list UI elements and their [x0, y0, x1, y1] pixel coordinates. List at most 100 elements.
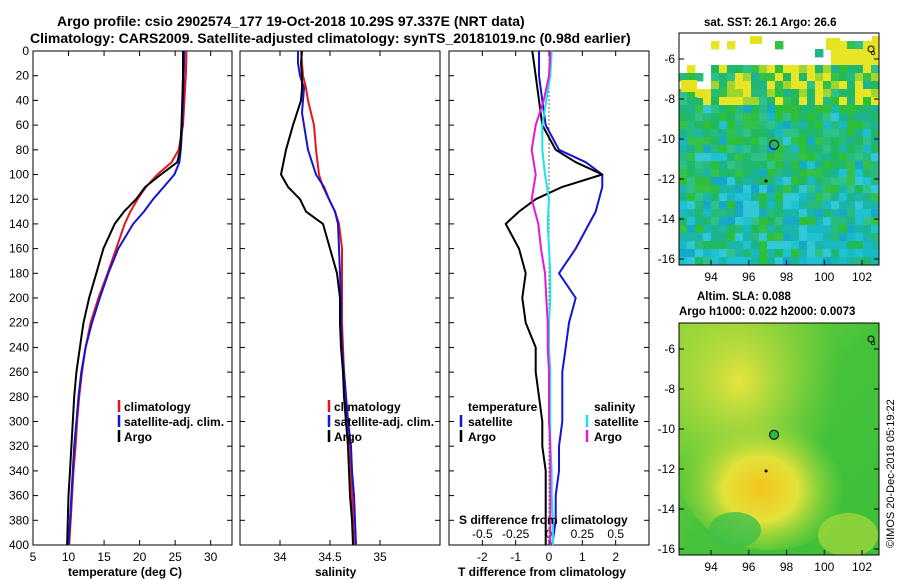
sst-cell — [815, 177, 824, 186]
sst-cell — [791, 177, 800, 186]
sst-cell — [679, 169, 688, 178]
sst-cell — [759, 105, 768, 114]
sst-cell — [807, 225, 816, 234]
sst-cell — [719, 65, 728, 74]
map-lat-label: -12 — [658, 172, 676, 186]
sst-cell — [815, 217, 824, 226]
sst-cell — [743, 233, 752, 242]
sst-cell — [855, 65, 864, 74]
sst-cell — [839, 161, 848, 170]
sst-warm-patch — [826, 38, 840, 50]
sst-cell — [759, 81, 768, 90]
sst-cell — [767, 121, 776, 130]
sst-cell — [855, 161, 864, 170]
sst-cell — [831, 169, 840, 178]
island-outline — [867, 335, 875, 343]
y-tick-label: 40 — [16, 93, 30, 107]
sst-cell — [695, 97, 704, 106]
sst-cell — [727, 97, 736, 106]
map-lat-label: -12 — [658, 462, 676, 476]
sst-cell — [855, 233, 864, 242]
sst-cell — [679, 177, 688, 186]
sst-cell — [703, 113, 712, 122]
sst-cell — [815, 65, 824, 74]
x-tick-label: 10 — [62, 550, 76, 564]
sst-cell — [679, 201, 688, 210]
sst-cell — [871, 193, 879, 202]
sst-cell — [751, 217, 760, 226]
sst-cell — [799, 233, 808, 242]
sst-cell — [727, 217, 736, 226]
sla-map-title-2: Argo h1000: 0.022 h2000: 0.0073 — [679, 306, 855, 318]
sst-cell — [791, 89, 800, 98]
sst-cell — [703, 185, 712, 194]
sst-cell — [783, 81, 792, 90]
sst-cell — [815, 257, 824, 265]
sst-cell — [775, 89, 784, 98]
sst-cell — [863, 177, 872, 186]
sst-cell — [687, 121, 696, 130]
sst-cell — [807, 249, 816, 258]
sst-cell — [791, 225, 800, 234]
sst-cell — [679, 225, 688, 234]
sst-cell — [823, 201, 832, 210]
y-tick-label: 100 — [9, 168, 29, 182]
sst-cell — [783, 121, 792, 130]
sst-cell — [839, 225, 848, 234]
argo-line — [280, 50, 354, 546]
sst-cell — [751, 97, 760, 106]
sst-cell — [855, 41, 864, 50]
y-tick-label: 180 — [9, 266, 29, 280]
sst-cell — [679, 145, 688, 154]
sst-cell — [751, 81, 760, 90]
sst-cell — [847, 57, 856, 66]
sst-cell — [871, 89, 879, 98]
sst-cell — [815, 193, 824, 202]
sst-cell — [743, 217, 752, 226]
sst-cell — [775, 121, 784, 130]
sst-cell — [767, 185, 776, 194]
sst-cell — [799, 177, 808, 186]
climatology-line — [300, 50, 355, 546]
sst-cell — [775, 169, 784, 178]
sst-cell — [831, 209, 840, 218]
sst-cell — [719, 129, 728, 138]
sst-cell — [767, 169, 776, 178]
sst-cell — [799, 89, 808, 98]
sst-cell — [871, 65, 879, 74]
sst-cell — [711, 105, 720, 114]
sst-cell — [735, 217, 744, 226]
sst-cell — [863, 161, 872, 170]
map-lat-label: -8 — [664, 92, 675, 106]
sst-cell — [783, 249, 792, 258]
temperature-legend: climatology satellite-adj. clim. Argo — [117, 400, 224, 444]
sst-cell — [871, 241, 879, 250]
sst-cell — [743, 225, 752, 234]
sst-cell — [743, 249, 752, 258]
sst-cell — [711, 153, 720, 162]
sst-cell — [743, 209, 752, 218]
sst-cell — [703, 257, 712, 265]
sst-cell — [863, 129, 872, 138]
sst-cell — [823, 97, 832, 106]
y-tick-label: 360 — [9, 489, 29, 503]
sst-cell — [735, 249, 744, 258]
sst-cell — [711, 225, 720, 234]
map-lat-label: -10 — [658, 132, 676, 146]
title-line-1: Argo profile: csio 2902574_177 19-Oct-20… — [57, 13, 525, 29]
satellite-adj-line — [297, 51, 357, 546]
sst-cell — [759, 209, 768, 218]
map-lon-label: 102 — [852, 270, 872, 284]
sst-cell — [783, 201, 792, 210]
sst-cell — [855, 105, 864, 114]
sst-cell — [735, 73, 744, 82]
sst-cell — [791, 121, 800, 130]
sst-cell — [799, 185, 808, 194]
sst-cell — [743, 185, 752, 194]
sst-cell — [823, 153, 832, 162]
sst-cell — [687, 89, 696, 98]
sst-cell — [847, 153, 856, 162]
sst-cell — [855, 249, 864, 258]
sst-cell — [831, 233, 840, 242]
sst-cell — [783, 193, 792, 202]
